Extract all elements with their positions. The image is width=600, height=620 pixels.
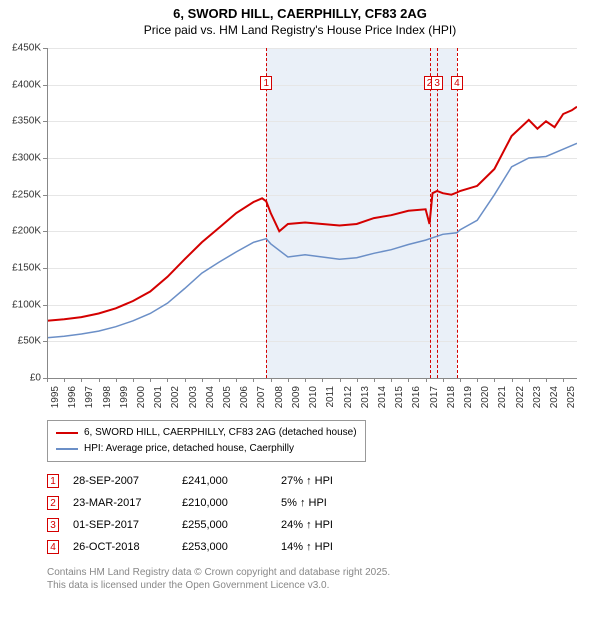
transaction-row: 3 01-SEP-2017 £255,000 24% ↑ HPI (47, 514, 376, 536)
x-tick-label: 2019 (463, 386, 474, 408)
x-tick-label: 2001 (153, 386, 164, 408)
tx-delta: 24% ↑ HPI (281, 519, 376, 531)
tx-marker: 3 (47, 518, 59, 532)
y-axis (47, 48, 48, 378)
y-tick-label: £0 (30, 373, 41, 384)
tx-delta: 27% ↑ HPI (281, 475, 376, 487)
event-marker: 4 (451, 76, 463, 90)
x-tick-label: 2015 (394, 386, 405, 408)
x-tick-label: 1999 (119, 386, 130, 408)
legend-label: HPI: Average price, detached house, Caer… (84, 441, 294, 457)
x-tick-label: 2000 (136, 386, 147, 408)
tx-marker: 4 (47, 540, 59, 554)
x-tick-label: 2025 (566, 386, 577, 408)
tx-price: £253,000 (182, 541, 267, 553)
x-tick-label: 2002 (170, 386, 181, 408)
x-tick-label: 2013 (360, 386, 371, 408)
y-tick-label: £350K (12, 116, 41, 127)
tx-delta: 14% ↑ HPI (281, 541, 376, 553)
legend-item: HPI: Average price, detached house, Caer… (56, 441, 357, 457)
title-address: 6, SWORD HILL, CAERPHILLY, CF83 2AG (0, 6, 600, 21)
y-tick-label: £450K (12, 43, 41, 54)
y-tick-label: £200K (12, 226, 41, 237)
x-tick-label: 2021 (497, 386, 508, 408)
transaction-row: 4 26-OCT-2018 £253,000 14% ↑ HPI (47, 536, 376, 558)
x-tick-label: 2009 (291, 386, 302, 408)
tx-date: 26-OCT-2018 (73, 541, 168, 553)
series-lines (47, 48, 577, 378)
legend: 6, SWORD HILL, CAERPHILLY, CF83 2AG (det… (47, 420, 366, 462)
series-hpi (47, 143, 577, 337)
event-marker: 1 (260, 76, 272, 90)
y-tick-label: £300K (12, 153, 41, 164)
x-tick-label: 2020 (480, 386, 491, 408)
transactions-table: 1 28-SEP-2007 £241,000 27% ↑ HPI 2 23-MAR-201… (47, 470, 376, 558)
chart-container: 6, SWORD HILL, CAERPHILLY, CF83 2AG Pric… (0, 0, 600, 620)
tx-date: 01-SEP-2017 (73, 519, 168, 531)
x-tick-label: 1996 (67, 386, 78, 408)
x-tick-label: 2018 (446, 386, 457, 408)
x-tick-label: 2012 (343, 386, 354, 408)
footnote-line: Contains HM Land Registry data © Crown c… (47, 566, 390, 579)
event-marker: 3 (431, 76, 443, 90)
x-tick-label: 2023 (532, 386, 543, 408)
x-tick-label: 2022 (515, 386, 526, 408)
title-block: 6, SWORD HILL, CAERPHILLY, CF83 2AG Pric… (0, 0, 600, 37)
y-tick-label: £400K (12, 79, 41, 90)
y-tick-label: £50K (18, 336, 41, 347)
tx-date: 23-MAR-2017 (73, 497, 168, 509)
tx-delta: 5% ↑ HPI (281, 497, 376, 509)
x-tick-label: 2004 (205, 386, 216, 408)
x-tick-label: 2014 (377, 386, 388, 408)
y-tick-label: £250K (12, 189, 41, 200)
x-tick-label: 1997 (84, 386, 95, 408)
legend-item: 6, SWORD HILL, CAERPHILLY, CF83 2AG (det… (56, 425, 357, 441)
legend-label: 6, SWORD HILL, CAERPHILLY, CF83 2AG (det… (84, 425, 357, 441)
x-tick-label: 2006 (239, 386, 250, 408)
y-tick-label: £100K (12, 299, 41, 310)
footnote: Contains HM Land Registry data © Crown c… (47, 566, 390, 592)
x-tick-label: 2016 (411, 386, 422, 408)
legend-swatch (56, 448, 78, 450)
y-tick-label: £150K (12, 263, 41, 274)
tx-date: 28-SEP-2007 (73, 475, 168, 487)
x-tick-label: 2011 (325, 386, 336, 408)
transaction-row: 1 28-SEP-2007 £241,000 27% ↑ HPI (47, 470, 376, 492)
tx-price: £255,000 (182, 519, 267, 531)
x-tick-label: 2003 (188, 386, 199, 408)
series-price_paid (47, 107, 577, 321)
x-tick-label: 1998 (102, 386, 113, 408)
transaction-row: 2 23-MAR-2017 £210,000 5% ↑ HPI (47, 492, 376, 514)
tx-marker: 2 (47, 496, 59, 510)
x-tick-label: 2024 (549, 386, 560, 408)
legend-swatch (56, 432, 78, 434)
x-tick-label: 2007 (256, 386, 267, 408)
chart-area: £0£50K£100K£150K£200K£250K£300K£350K£400… (47, 48, 577, 378)
x-axis (47, 378, 577, 379)
footnote-line: This data is licensed under the Open Gov… (47, 579, 390, 592)
x-tick-label: 2005 (222, 386, 233, 408)
tx-price: £210,000 (182, 497, 267, 509)
x-tick-label: 2010 (308, 386, 319, 408)
tx-price: £241,000 (182, 475, 267, 487)
x-tick-label: 2008 (274, 386, 285, 408)
x-tick-label: 1995 (50, 386, 61, 408)
tx-marker: 1 (47, 474, 59, 488)
title-subtitle: Price paid vs. HM Land Registry's House … (0, 23, 600, 37)
x-tick-label: 2017 (429, 386, 440, 408)
